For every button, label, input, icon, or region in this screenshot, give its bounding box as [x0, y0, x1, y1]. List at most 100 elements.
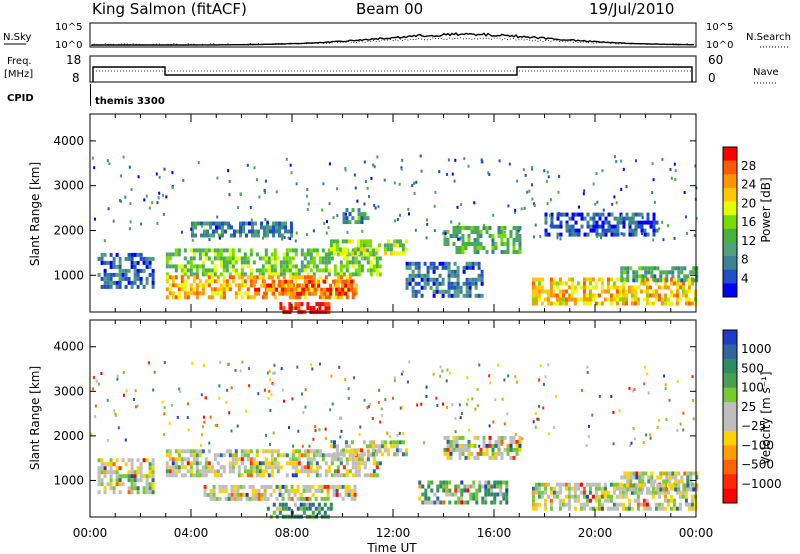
- heatmap-cell: [420, 293, 424, 298]
- heatmap-cell: [556, 216, 560, 221]
- colorbar-tick-label: 100: [741, 381, 764, 395]
- scatter-point: [515, 380, 518, 384]
- scatter-point: [480, 160, 483, 164]
- heatmap-cell: [601, 232, 605, 237]
- heatmap-cell: [594, 281, 598, 286]
- heatmap-cell: [354, 465, 358, 470]
- heatmap-cell: [594, 301, 598, 306]
- scatter-point: [384, 398, 387, 402]
- heatmap-cell: [439, 484, 443, 489]
- colorbar-tick-label: 8: [741, 253, 749, 267]
- heatmap-cell: [130, 470, 134, 475]
- heatmap-cell: [230, 488, 234, 493]
- scatter-point: [283, 399, 285, 403]
- time-tick-label: 16:00: [477, 526, 512, 540]
- heatmap-cell: [690, 502, 694, 507]
- heatmap-cell: [350, 448, 354, 453]
- heatmap-cell: [433, 492, 437, 497]
- heatmap-cell: [121, 458, 125, 463]
- heatmap-cell: [461, 234, 465, 238]
- heatmap-cell: [213, 252, 217, 257]
- heatmap-cell: [272, 283, 276, 288]
- heatmap-cell: [585, 498, 589, 503]
- heatmap-cell: [174, 473, 178, 478]
- heatmap-cell: [273, 252, 277, 257]
- heatmap-cell: [561, 482, 565, 487]
- heatmap-cell: [243, 453, 247, 458]
- heatmap-cell: [294, 272, 298, 277]
- heatmap-cell: [246, 287, 250, 292]
- heatmap-cell: [272, 221, 275, 226]
- heatmap-cell: [684, 498, 688, 503]
- heatmap-cell: [216, 461, 220, 466]
- heatmap-cell: [485, 447, 489, 452]
- heatmap-cell: [378, 461, 382, 466]
- heatmap-cell: [570, 285, 574, 290]
- heatmap-cell: [648, 293, 652, 298]
- scatter-point: [186, 416, 189, 419]
- heatmap-cell: [642, 498, 646, 503]
- heatmap-cell: [338, 484, 342, 489]
- heatmap-cell: [600, 490, 604, 495]
- heatmap-cell: [635, 475, 639, 480]
- heatmap-cell: [357, 469, 361, 474]
- heatmap-cell: [302, 283, 306, 288]
- heatmap-cell: [463, 500, 467, 505]
- heatmap-cell: [303, 268, 307, 273]
- heatmap-cell: [561, 297, 565, 302]
- heatmap-cell: [341, 452, 345, 457]
- heatmap-cell: [427, 480, 431, 485]
- heatmap-cell: [609, 498, 613, 503]
- heatmap-cell: [189, 272, 193, 277]
- heatmap-cell: [240, 256, 244, 261]
- heatmap-cell: [687, 297, 691, 302]
- heatmap-cell: [627, 285, 631, 290]
- scatter-point: [414, 228, 417, 232]
- heatmap-cell: [118, 268, 122, 273]
- heatmap-cell: [312, 306, 316, 311]
- heatmap-cell: [189, 268, 193, 273]
- heatmap-cell: [100, 462, 104, 467]
- heatmap-cell: [177, 457, 181, 462]
- heatmap-cell: [683, 274, 687, 279]
- heatmap-cell: [302, 506, 306, 511]
- heatmap-cell: [303, 295, 307, 300]
- y-tick-label: 3000: [53, 384, 84, 398]
- heatmap-cell: [480, 273, 484, 278]
- freq-panel: Freq. [MHz] 18 8 60 0 Nave: [4, 53, 779, 85]
- heatmap-cell: [177, 283, 181, 288]
- heatmap-cell: [212, 221, 215, 226]
- heatmap-cell: [635, 278, 639, 283]
- heatmap-cell: [212, 229, 215, 234]
- heatmap-cell: [115, 264, 119, 269]
- heatmap-cell: [323, 279, 327, 284]
- heatmap-cell: [305, 506, 309, 511]
- heatmap-cell: [180, 275, 184, 280]
- heatmap-cell: [362, 239, 366, 244]
- heatmap-cell: [663, 281, 667, 286]
- heatmap-cell: [467, 451, 471, 456]
- heatmap-cell: [282, 264, 286, 269]
- heatmap-cell: [442, 500, 446, 505]
- heatmap-cell: [297, 275, 301, 280]
- heatmap-cell: [636, 301, 640, 306]
- scatter-point: [620, 187, 623, 191]
- heatmap-cell: [309, 469, 313, 474]
- scatter-point: [162, 212, 165, 216]
- scatter-point: [546, 170, 549, 174]
- heatmap-cell: [429, 277, 433, 282]
- scatter-point: [218, 396, 221, 400]
- heatmap-cell: [288, 268, 292, 273]
- scatter-point: [398, 182, 401, 186]
- heatmap-cell: [392, 251, 396, 256]
- power-colorbar-label: Power [dB]: [759, 177, 773, 242]
- heatmap-cell: [165, 453, 169, 458]
- heatmap-cell: [401, 440, 405, 445]
- velocity-x-ticks: [89, 320, 697, 517]
- heatmap-cell: [239, 229, 242, 234]
- heatmap-cell: [626, 471, 630, 476]
- heatmap-cell: [317, 279, 321, 284]
- heatmap-cell: [168, 264, 172, 269]
- heatmap-cell: [604, 220, 608, 225]
- colorbar-segment: [723, 269, 737, 284]
